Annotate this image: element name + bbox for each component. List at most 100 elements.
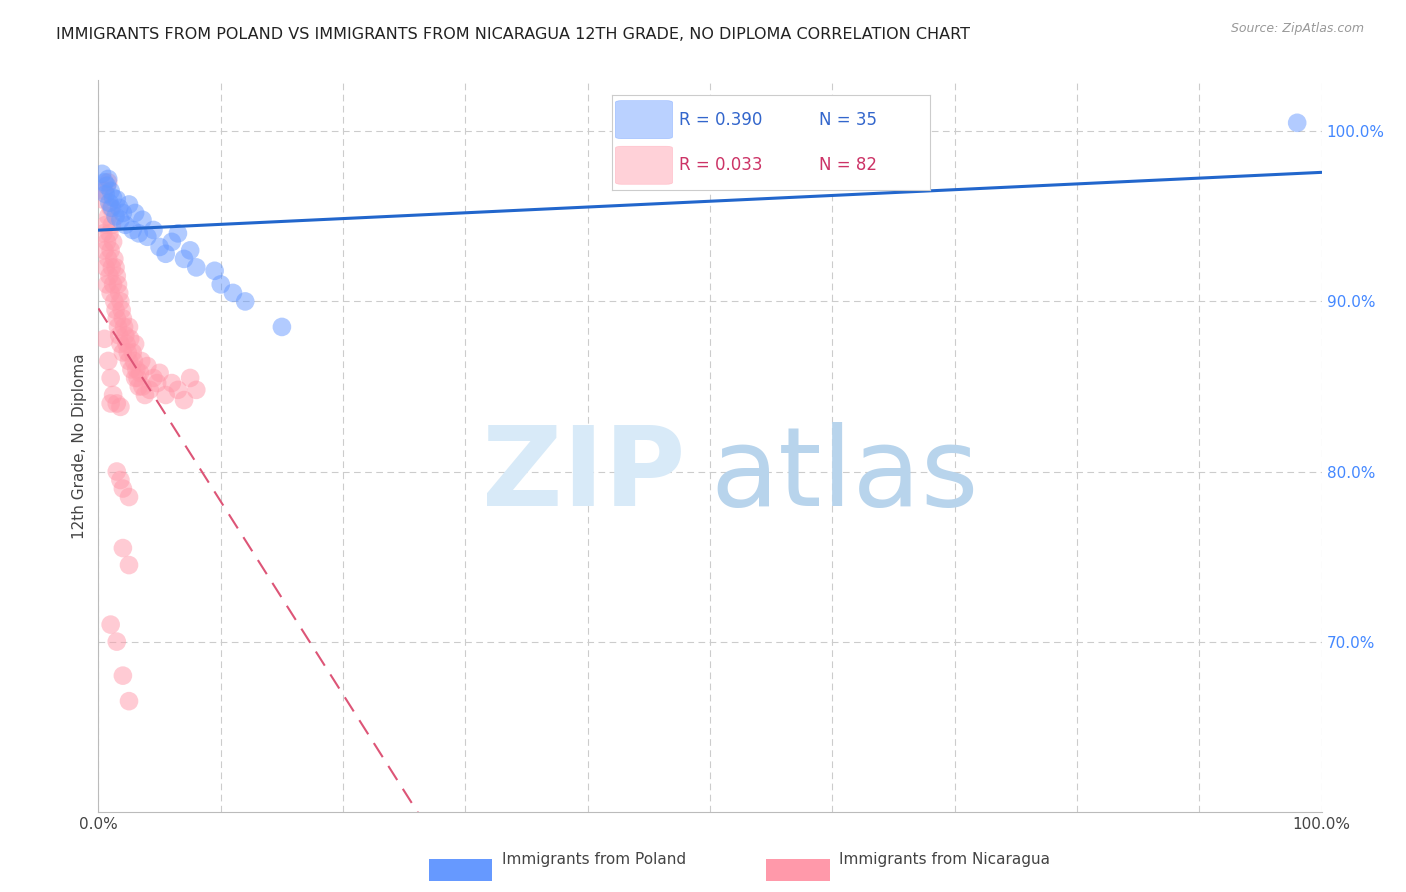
Point xyxy=(96,277,118,292)
Point xyxy=(100,285,122,300)
Point xyxy=(121,223,143,237)
Point xyxy=(94,187,117,202)
Point xyxy=(98,227,121,241)
Point xyxy=(173,393,195,408)
Point xyxy=(97,175,120,189)
Point xyxy=(101,191,124,205)
Point xyxy=(222,285,245,300)
Point xyxy=(98,268,121,283)
Point xyxy=(111,206,134,220)
Text: Source: ZipAtlas.com: Source: ZipAtlas.com xyxy=(1230,22,1364,36)
Point xyxy=(127,371,149,385)
Point xyxy=(146,376,169,390)
Text: Immigrants from Nicaragua: Immigrants from Nicaragua xyxy=(839,852,1050,867)
Point xyxy=(108,285,131,300)
Point xyxy=(167,383,190,397)
Point xyxy=(105,192,128,206)
Point xyxy=(97,210,120,224)
Point xyxy=(91,192,114,206)
Point xyxy=(101,235,124,249)
Point xyxy=(93,175,115,189)
Point xyxy=(118,197,141,211)
Point xyxy=(104,260,127,275)
Point xyxy=(149,366,172,380)
Point xyxy=(142,371,165,385)
Point xyxy=(91,167,114,181)
Point xyxy=(111,302,134,317)
Point xyxy=(155,388,177,402)
Point xyxy=(100,244,122,258)
Point xyxy=(97,252,120,266)
Point xyxy=(108,328,131,343)
Point xyxy=(131,212,153,227)
Point xyxy=(103,252,125,266)
Point xyxy=(129,354,152,368)
Text: atlas: atlas xyxy=(710,422,979,529)
Point xyxy=(186,383,208,397)
Point xyxy=(100,371,122,385)
Point xyxy=(186,260,208,275)
Point xyxy=(155,247,177,261)
Point xyxy=(110,212,132,227)
Point xyxy=(120,332,142,346)
Point xyxy=(100,184,122,198)
Point xyxy=(129,366,152,380)
Point xyxy=(270,320,294,334)
Point xyxy=(124,337,146,351)
Point xyxy=(110,473,132,487)
Point xyxy=(101,218,124,232)
Point xyxy=(100,201,122,215)
Point xyxy=(108,201,131,215)
Point xyxy=(118,694,141,708)
Point xyxy=(97,172,120,186)
Point xyxy=(124,206,146,220)
Point xyxy=(98,195,121,210)
Point xyxy=(118,320,141,334)
Point xyxy=(114,218,136,232)
Point xyxy=(125,362,148,376)
Point xyxy=(118,354,141,368)
Point xyxy=(104,210,127,224)
Point xyxy=(233,294,256,309)
Point xyxy=(209,277,232,292)
Point xyxy=(101,277,124,292)
Text: ZIP: ZIP xyxy=(482,422,686,529)
Point xyxy=(111,482,134,496)
Point xyxy=(131,379,153,393)
Point xyxy=(179,244,201,258)
Point xyxy=(103,294,125,309)
Point xyxy=(173,252,195,266)
Point xyxy=(107,277,129,292)
Point xyxy=(93,244,115,258)
Point xyxy=(118,490,141,504)
Point xyxy=(104,302,127,317)
Point xyxy=(105,311,128,326)
Point xyxy=(93,332,115,346)
Text: IMMIGRANTS FROM POLAND VS IMMIGRANTS FROM NICARAGUA 12TH GRADE, NO DIPLOMA CORRE: IMMIGRANTS FROM POLAND VS IMMIGRANTS FRO… xyxy=(56,27,970,42)
Point xyxy=(101,201,124,215)
Point xyxy=(124,371,146,385)
Point xyxy=(96,235,118,249)
Point xyxy=(111,668,134,682)
Point xyxy=(128,227,150,241)
Point xyxy=(121,345,143,359)
Point xyxy=(94,260,117,275)
Point xyxy=(160,376,183,390)
Point xyxy=(107,320,129,334)
Point xyxy=(96,178,118,193)
Text: Immigrants from Poland: Immigrants from Poland xyxy=(502,852,686,867)
Point xyxy=(100,396,122,410)
Point xyxy=(111,345,134,359)
Point xyxy=(111,311,134,326)
Point xyxy=(105,396,128,410)
Point xyxy=(117,345,139,359)
Point xyxy=(94,218,117,232)
Point xyxy=(105,634,128,648)
Y-axis label: 12th Grade, No Diploma: 12th Grade, No Diploma xyxy=(72,353,87,539)
Point xyxy=(1286,116,1309,130)
Point xyxy=(142,223,165,237)
Point xyxy=(101,260,124,275)
Point xyxy=(100,617,122,632)
Point xyxy=(110,400,132,414)
Point xyxy=(101,388,124,402)
